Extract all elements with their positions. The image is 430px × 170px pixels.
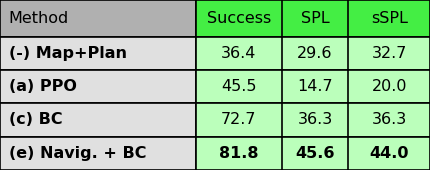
Bar bbox=[0, 0, 196, 37]
Text: 20.0: 20.0 bbox=[372, 79, 407, 94]
Bar bbox=[0, 37, 196, 70]
Text: (c) BC: (c) BC bbox=[9, 113, 62, 128]
Text: (-) Map+Plan: (-) Map+Plan bbox=[9, 46, 126, 61]
Bar bbox=[196, 137, 430, 170]
Text: (a) PPO: (a) PPO bbox=[9, 79, 77, 94]
Bar bbox=[196, 0, 430, 37]
Text: 36.3: 36.3 bbox=[372, 113, 407, 128]
Text: sSPL: sSPL bbox=[371, 11, 408, 26]
Text: 44.0: 44.0 bbox=[369, 146, 409, 161]
Text: 29.6: 29.6 bbox=[297, 46, 333, 61]
Bar bbox=[0, 70, 196, 103]
Text: 72.7: 72.7 bbox=[221, 113, 256, 128]
Text: 36.3: 36.3 bbox=[298, 113, 332, 128]
Text: (e) Navig. + BC: (e) Navig. + BC bbox=[9, 146, 146, 161]
Text: 36.4: 36.4 bbox=[221, 46, 256, 61]
Bar bbox=[196, 103, 430, 137]
Text: 45.6: 45.6 bbox=[295, 146, 335, 161]
Text: 14.7: 14.7 bbox=[297, 79, 333, 94]
Text: Success: Success bbox=[206, 11, 271, 26]
Bar bbox=[196, 70, 430, 103]
Text: 81.8: 81.8 bbox=[219, 146, 258, 161]
Text: SPL: SPL bbox=[301, 11, 329, 26]
Bar bbox=[196, 37, 430, 70]
Text: 32.7: 32.7 bbox=[372, 46, 407, 61]
Bar bbox=[0, 137, 196, 170]
Bar bbox=[0, 103, 196, 137]
Text: Method: Method bbox=[9, 11, 69, 26]
Text: 45.5: 45.5 bbox=[221, 79, 256, 94]
